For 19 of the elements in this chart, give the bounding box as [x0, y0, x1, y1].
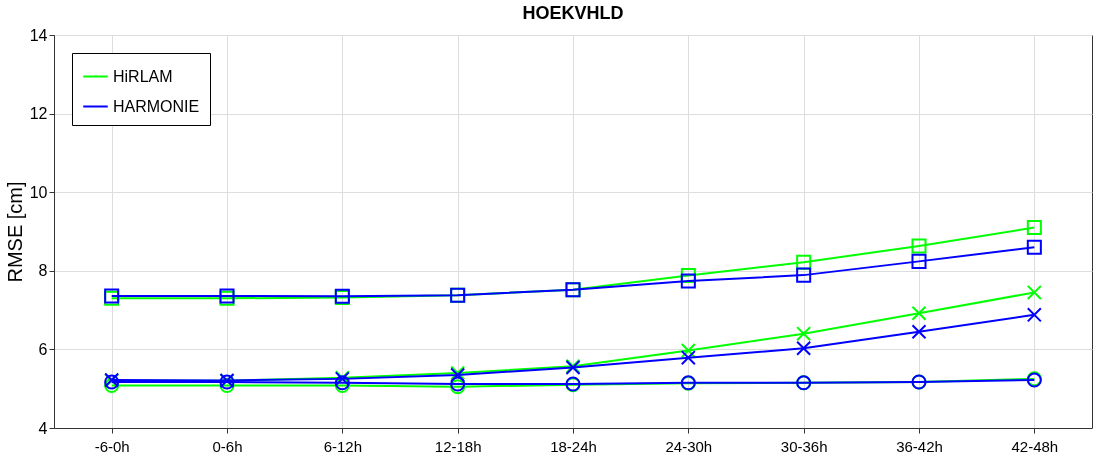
- x-tick-label: 0-6h: [212, 437, 243, 455]
- x-tick-label: -6-0h: [94, 437, 130, 455]
- y-tick-label: 14: [29, 26, 48, 44]
- y-tick-label: 4: [38, 419, 48, 437]
- x-tick-label: 30-36h: [780, 437, 828, 455]
- chart-title: HOEKVHLD: [522, 3, 624, 23]
- x-tick-label: 36-42h: [896, 437, 943, 455]
- x-tick-label: 6-12h: [323, 437, 363, 455]
- legend-label: HARMONIE: [113, 97, 200, 115]
- y-tick-label: 10: [29, 183, 48, 201]
- x-tick-label: 42-48h: [1011, 437, 1059, 455]
- y-tick-label: 6: [38, 340, 48, 358]
- x-tick-label: 12-18h: [434, 437, 482, 455]
- x-tick-label: 24-30h: [665, 437, 713, 455]
- y-axis-title: RMSE [cm]: [3, 181, 26, 283]
- legend-label: HiRLAM: [113, 67, 173, 85]
- y-tick-label: 12: [29, 105, 48, 123]
- y-tick-label: 8: [38, 262, 48, 280]
- x-tick-label: 18-24h: [550, 437, 597, 455]
